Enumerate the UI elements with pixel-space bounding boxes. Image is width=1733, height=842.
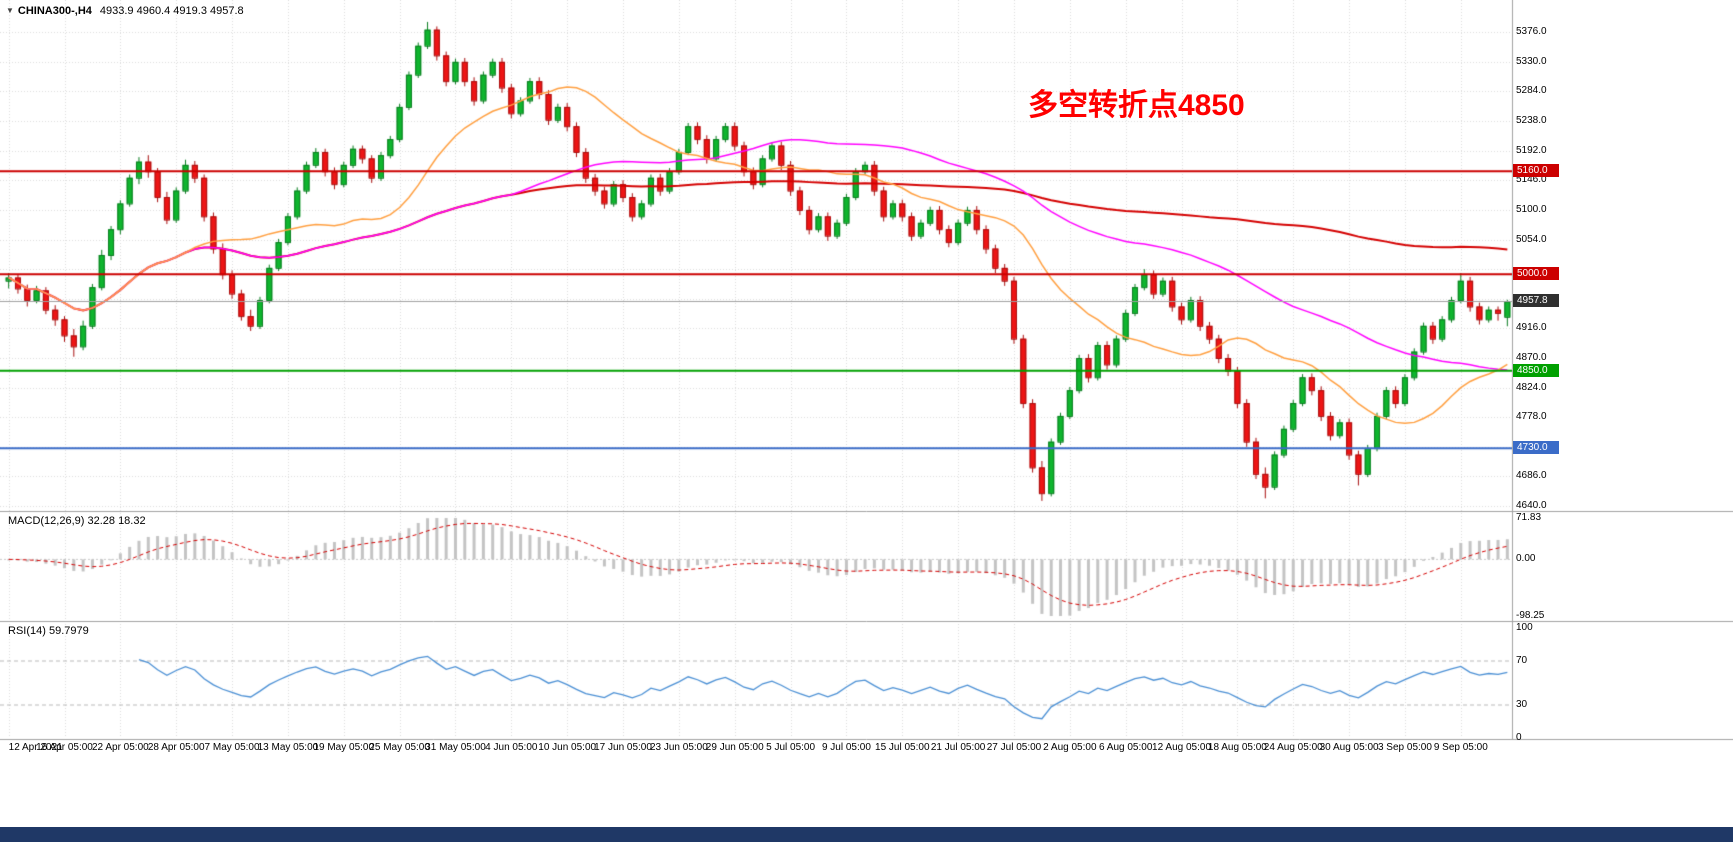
current-price-badge: 4957.8: [1513, 294, 1559, 308]
time-tick-label: 16 Apr 05:00: [36, 742, 93, 753]
macd-axis-max-label: 71.83: [1516, 512, 1542, 523]
time-tick-label: 12 Aug 05:00: [1152, 742, 1212, 753]
time-tick-label: 27 Jul 05:00: [986, 742, 1042, 753]
rsi-indicator-label: RSI(14) 59.7979: [8, 625, 89, 637]
time-tick-label: 23 Jun 05:00: [649, 742, 708, 753]
price-tick-label: 5100.0: [1516, 203, 1547, 215]
macd-name: MACD(12,26,9): [8, 515, 85, 527]
rsi-value: 59.7979: [48, 625, 89, 637]
level-badge-4730.0: 4730.0: [1513, 441, 1559, 455]
rsi-axis-0-label: 0: [1516, 732, 1522, 743]
price-tick-label: 4640.0: [1516, 500, 1547, 512]
time-tick-label: 4 Jun 05:00: [485, 742, 538, 753]
time-tick-label: 28 Apr 05:00: [147, 742, 205, 753]
time-tick-label: 19 May 05:00: [313, 742, 375, 753]
price-tick-label: 4870.0: [1516, 351, 1547, 363]
level-badge-5160.0: 5160.0: [1513, 164, 1559, 178]
price-tick-label: 5284.0: [1516, 85, 1547, 97]
price-tick-label: 5376.0: [1516, 26, 1547, 38]
ohlc-readout: 4933.9 4960.4 4919.3 4957.8: [99, 5, 244, 17]
taskbar: [0, 827, 1733, 842]
macd-axis-zero-label: 0.00: [1516, 553, 1536, 565]
time-tick-label: 7 May 05:00: [204, 742, 260, 753]
macd-axis-min-label: -98.25: [1516, 610, 1545, 621]
time-tick-label: 15 Jul 05:00: [875, 742, 930, 753]
time-tick-label: 10 Jun 05:00: [538, 742, 597, 753]
price-tick-label: 4824.0: [1516, 381, 1547, 393]
price-tick-label: 5192.0: [1516, 144, 1547, 156]
time-tick-label: 3 Sep 05:00: [1377, 742, 1432, 753]
time-tick-label: 12 Apr 2021: [8, 742, 63, 753]
time-tick-label: 21 Jul 05:00: [930, 742, 986, 753]
symbol-dropdown-icon[interactable]: ▼: [6, 6, 14, 15]
time-tick-label: 31 May 05:00: [425, 742, 486, 753]
time-tick-label: 24 Aug 05:00: [1263, 742, 1323, 753]
rsi-axis-100-label: 100: [1516, 622, 1533, 633]
time-tick-label: 9 Sep 05:00: [1433, 742, 1488, 753]
level-badge-4850.0: 4850.0: [1513, 363, 1559, 377]
price-tick-label: 4686.0: [1516, 470, 1547, 482]
macd-indicator-label: MACD(12,26,9) 32.28 18.32: [8, 515, 146, 527]
time-tick-label: 13 May 05:00: [257, 742, 319, 753]
rsi-name: RSI(14): [8, 625, 46, 637]
time-tick-label: 5 Jul 05:00: [766, 742, 816, 753]
macd-values: 32.28 18.32: [87, 515, 146, 527]
level-badge-5000.0: 5000.0: [1513, 267, 1559, 281]
time-tick-label: 22 Apr 05:00: [91, 742, 149, 753]
time-tick-label: 25 May 05:00: [369, 742, 430, 753]
rsi-axis-30-label: 30: [1516, 699, 1528, 710]
chart-annotation-text: 多空转折点4850: [1028, 89, 1245, 122]
rsi-axis-70-label: 70: [1516, 655, 1528, 666]
price-tick-label: 5330.0: [1516, 55, 1547, 67]
time-tick-label: 18 Aug 05:00: [1207, 742, 1267, 753]
time-tick-label: 6 Aug 05:00: [1098, 742, 1153, 753]
price-tick-label: 5054.0: [1516, 233, 1547, 245]
symbol-info-bar: ▼ CHINA300-,H4 4933.9 4960.4 4919.3 4957.8: [6, 5, 244, 17]
symbol-timeframe-label: CHINA300-,H4: [17, 5, 92, 17]
price-tick-label: 4916.0: [1516, 322, 1547, 334]
time-tick-label: 30 Aug 05:00: [1319, 742, 1379, 753]
price-tick-label: 5238.0: [1516, 115, 1547, 127]
price-tick-label: 5146.0: [1516, 174, 1547, 186]
time-tick-label: 2 Aug 05:00: [1043, 742, 1097, 753]
time-tick-label: 9 Jul 05:00: [821, 742, 871, 753]
time-tick-label: 29 Jun 05:00: [705, 742, 764, 753]
price-tick-label: 4778.0: [1516, 411, 1547, 423]
time-tick-label: 17 Jun 05:00: [594, 742, 652, 753]
